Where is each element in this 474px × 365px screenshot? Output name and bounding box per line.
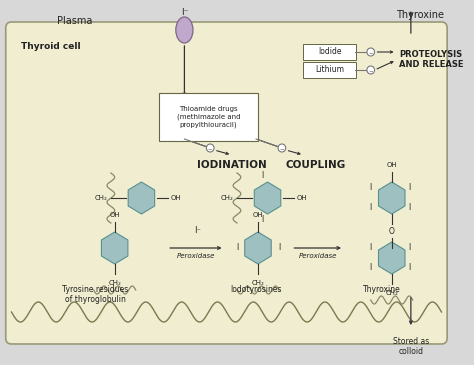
Text: I: I [370, 264, 372, 273]
Text: Tyrosine residues
of thyroglobulin: Tyrosine residues of thyroglobulin [63, 285, 128, 304]
Text: I⁻: I⁻ [194, 226, 201, 235]
Text: Thioamide drugs
(methimazole and
propylthiouracil): Thioamide drugs (methimazole and propylt… [176, 107, 240, 127]
Text: CH₂: CH₂ [95, 195, 108, 201]
FancyBboxPatch shape [303, 44, 356, 60]
Text: −: − [280, 146, 284, 151]
Text: OH: OH [386, 162, 397, 168]
Circle shape [278, 144, 286, 152]
Text: Plasma: Plasma [57, 16, 93, 26]
Text: CH₂: CH₂ [221, 195, 234, 201]
Text: Iodide: Iodide [318, 47, 341, 57]
Text: I: I [236, 243, 238, 253]
Text: CH₂: CH₂ [252, 280, 264, 286]
Text: OH: OH [253, 212, 263, 218]
FancyBboxPatch shape [159, 93, 258, 141]
FancyBboxPatch shape [6, 22, 447, 344]
Polygon shape [245, 232, 271, 264]
Text: IODINATION: IODINATION [197, 160, 267, 170]
Text: Peroxidase: Peroxidase [177, 253, 215, 259]
Text: −: − [208, 146, 212, 151]
Text: Stored as
colloid: Stored as colloid [393, 337, 429, 356]
Circle shape [206, 144, 214, 152]
Text: I: I [370, 243, 372, 253]
Text: I: I [370, 184, 372, 192]
Text: O: O [389, 227, 395, 235]
Polygon shape [101, 232, 128, 264]
Text: I: I [262, 215, 264, 224]
Ellipse shape [176, 17, 193, 43]
Text: CH₂: CH₂ [385, 290, 398, 296]
Text: Thyroxine: Thyroxine [363, 285, 401, 294]
Text: OH: OH [109, 212, 120, 218]
Polygon shape [254, 182, 281, 214]
Text: COUPLING: COUPLING [285, 160, 346, 170]
Text: I: I [370, 204, 372, 212]
Text: CH₂: CH₂ [108, 280, 121, 286]
Text: I: I [408, 204, 410, 212]
Circle shape [367, 48, 374, 56]
Text: I: I [408, 243, 410, 253]
Circle shape [367, 66, 374, 74]
Text: I: I [408, 264, 410, 273]
Text: I: I [408, 184, 410, 192]
Text: −: − [368, 50, 373, 55]
Text: Iodotyrosines: Iodotyrosines [230, 285, 282, 294]
Text: I⁻: I⁻ [181, 8, 188, 17]
Text: −: − [368, 68, 373, 73]
Text: OH: OH [171, 195, 181, 201]
Polygon shape [379, 182, 405, 214]
Text: Peroxidase: Peroxidase [299, 253, 337, 259]
Text: OH: OH [297, 195, 307, 201]
FancyBboxPatch shape [303, 62, 356, 78]
Polygon shape [128, 182, 155, 214]
Text: I: I [262, 172, 264, 181]
Text: PROTEOLYSIS
AND RELEASE: PROTEOLYSIS AND RELEASE [400, 50, 464, 69]
Polygon shape [379, 242, 405, 274]
Text: Thyroid cell: Thyroid cell [21, 42, 81, 51]
Text: Lithium: Lithium [315, 65, 344, 74]
Text: Thyroxine: Thyroxine [397, 10, 445, 20]
Text: I: I [278, 243, 280, 253]
